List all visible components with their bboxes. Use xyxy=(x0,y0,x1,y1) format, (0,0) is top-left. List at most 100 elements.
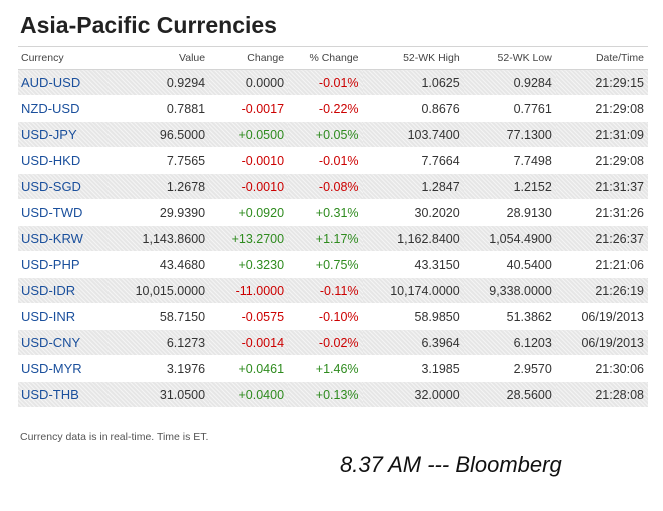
cell-pct-change: +1.46% xyxy=(288,355,363,382)
cell-52wk-high: 0.8676 xyxy=(362,95,464,122)
cell-change: -0.0010 xyxy=(209,173,289,200)
cell-currency: USD-MYR xyxy=(18,355,108,382)
cell-pct-change: -0.08% xyxy=(288,173,363,200)
cell-52wk-low: 28.9130 xyxy=(463,199,556,226)
cell-value: 1.2678 xyxy=(107,173,210,200)
cell-52wk-low: 40.5400 xyxy=(463,251,556,278)
header-change[interactable]: Change xyxy=(209,46,289,70)
table-row: USD-PHP 43.4680 +0.3230 +0.75% 43.3150 40.540… xyxy=(18,251,648,278)
header-currency[interactable]: Currency xyxy=(18,46,108,70)
cell-pct-change: +0.13% xyxy=(288,381,363,408)
cell-52wk-high: 43.3150 xyxy=(362,251,464,278)
cell-value: 1,143.8600 xyxy=(107,225,210,252)
cell-52wk-high: 1.0625 xyxy=(362,69,464,96)
currency-pair-link[interactable]: USD-IDR xyxy=(21,283,76,298)
cell-52wk-low: 7.7498 xyxy=(463,147,556,174)
table-row: USD-SGD 1.2678 -0.0010 -0.08% 1.2847 1.2152 21… xyxy=(18,173,648,200)
header-date-time[interactable]: Date/Time xyxy=(555,46,648,70)
cell-value: 6.1273 xyxy=(107,329,210,356)
currency-pair-link[interactable]: USD-SGD xyxy=(21,179,81,194)
cell-change: +0.0400 xyxy=(209,381,289,408)
cell-52wk-high: 1.2847 xyxy=(362,173,464,200)
cell-change: +0.3230 xyxy=(209,251,289,278)
cell-value: 96.5000 xyxy=(107,121,210,148)
cell-change: 0.0000 xyxy=(209,69,289,96)
cell-date-time: 06/19/2013 xyxy=(555,329,648,356)
cell-currency: USD-IDR xyxy=(18,277,108,304)
cell-52wk-low: 0.7761 xyxy=(463,95,556,122)
cell-value: 10,015.0000 xyxy=(107,277,210,304)
cell-value: 7.7565 xyxy=(107,147,210,174)
cell-52wk-high: 1,162.8400 xyxy=(362,225,464,252)
cell-pct-change: +0.75% xyxy=(288,251,363,278)
cell-52wk-low: 0.9284 xyxy=(463,69,556,96)
cell-52wk-high: 10,174.0000 xyxy=(362,277,464,304)
table-row: USD-HKD 7.7565 -0.0010 -0.01% 7.7664 7.7498 21… xyxy=(18,147,648,174)
cell-currency: USD-PHP xyxy=(18,251,108,278)
cell-value: 31.0500 xyxy=(107,381,210,408)
currency-pair-link[interactable]: USD-PHP xyxy=(21,257,80,272)
cell-change: -0.0575 xyxy=(209,303,289,330)
table-row: USD-KRW 1,143.8600 +13.2700 +1.17% 1,162.840… xyxy=(18,225,648,252)
currency-pair-link[interactable]: USD-KRW xyxy=(21,231,83,246)
table-row: NZD-USD 0.7881 -0.0017 -0.22% 0.8676 0.7761 21… xyxy=(18,95,648,122)
cell-date-time: 21:31:37 xyxy=(555,173,648,200)
currency-pair-link[interactable]: USD-JPY xyxy=(21,127,77,142)
cell-pct-change: -0.10% xyxy=(288,303,363,330)
cell-52wk-low: 2.9570 xyxy=(463,355,556,382)
cell-currency: USD-SGD xyxy=(18,173,108,200)
currency-pair-link[interactable]: NZD-USD xyxy=(21,101,80,116)
cell-52wk-high: 32.0000 xyxy=(362,381,464,408)
cell-value: 3.1976 xyxy=(107,355,210,382)
cell-change: +0.0920 xyxy=(209,199,289,226)
header-52wk-high[interactable]: 52-WK High xyxy=(362,46,464,70)
currency-table: Currency Value Change % Change 52-WK Hig… xyxy=(18,46,648,408)
currency-pair-link[interactable]: AUD-USD xyxy=(21,75,81,90)
cell-pct-change: -0.11% xyxy=(288,277,363,304)
cell-change: +0.0500 xyxy=(209,121,289,148)
table-row: USD-CNY 6.1273 -0.0014 -0.02% 6.3964 6.1203 06… xyxy=(18,329,648,356)
cell-date-time: 06/19/2013 xyxy=(555,303,648,330)
cell-52wk-high: 58.9850 xyxy=(362,303,464,330)
cell-date-time: 21:31:26 xyxy=(555,199,648,226)
cell-currency: NZD-USD xyxy=(18,95,108,122)
cell-pct-change: -0.22% xyxy=(288,95,363,122)
cell-52wk-low: 28.5600 xyxy=(463,381,556,408)
cell-date-time: 21:28:08 xyxy=(555,381,648,408)
cell-currency: USD-JPY xyxy=(18,121,108,148)
currency-pair-link[interactable]: USD-MYR xyxy=(21,361,82,376)
currency-pair-link[interactable]: USD-CNY xyxy=(21,335,81,350)
currency-pair-link[interactable]: USD-THB xyxy=(21,387,79,402)
currency-pair-link[interactable]: USD-INR xyxy=(21,309,76,324)
table-row: USD-JPY 96.5000 +0.0500 +0.05% 103.7400 77.13… xyxy=(18,121,648,148)
cell-currency: USD-THB xyxy=(18,381,108,408)
cell-52wk-high: 30.2020 xyxy=(362,199,464,226)
cell-change: +13.2700 xyxy=(209,225,289,252)
cell-currency: USD-INR xyxy=(18,303,108,330)
cell-52wk-high: 6.3964 xyxy=(362,329,464,356)
cell-pct-change: +1.17% xyxy=(288,225,363,252)
cell-change: -0.0017 xyxy=(209,95,289,122)
header-pct-change[interactable]: % Change xyxy=(288,46,363,70)
cell-date-time: 21:26:19 xyxy=(555,277,648,304)
currency-pair-link[interactable]: USD-TWD xyxy=(21,205,83,220)
cell-pct-change: -0.01% xyxy=(288,147,363,174)
table-row: AUD-USD 0.9294 0.0000 -0.01% 1.0625 0.9284 21:… xyxy=(18,69,648,96)
cell-currency: USD-KRW xyxy=(18,225,108,252)
cell-currency: USD-TWD xyxy=(18,199,108,226)
cell-52wk-high: 3.1985 xyxy=(362,355,464,382)
data-note: Currency data is in real-time. Time is E… xyxy=(20,431,209,443)
currency-pair-link[interactable]: USD-HKD xyxy=(21,153,81,168)
table-row: USD-TWD 29.9390 +0.0920 +0.31% 30.2020 28.913… xyxy=(18,199,648,226)
cell-date-time: 21:21:06 xyxy=(555,251,648,278)
cell-value: 43.4680 xyxy=(107,251,210,278)
cell-52wk-low: 9,338.0000 xyxy=(463,277,556,304)
cell-currency: USD-CNY xyxy=(18,329,108,356)
cell-date-time: 21:29:15 xyxy=(555,69,648,96)
cell-value: 58.7150 xyxy=(107,303,210,330)
header-52wk-low[interactable]: 52-WK Low xyxy=(463,46,556,70)
cell-change: -0.0010 xyxy=(209,147,289,174)
cell-pct-change: -0.02% xyxy=(288,329,363,356)
cell-change: -0.0014 xyxy=(209,329,289,356)
header-value[interactable]: Value xyxy=(107,46,210,70)
